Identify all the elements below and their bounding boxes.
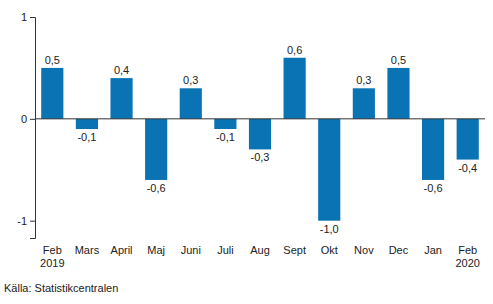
x-tick-label-line: 2019 bbox=[40, 257, 64, 269]
x-tick: Feb2020 bbox=[455, 238, 479, 269]
y-axis: -1 0 1 bbox=[17, 11, 35, 238]
bar bbox=[180, 88, 202, 119]
y-tick-mark bbox=[30, 17, 35, 18]
bar bbox=[110, 78, 132, 119]
bar bbox=[318, 119, 340, 221]
data-label: 0,5 bbox=[391, 54, 406, 66]
bar bbox=[249, 119, 271, 150]
x-tick: Juli bbox=[217, 238, 234, 256]
bar bbox=[457, 119, 479, 160]
x-tick-label-line: Feb bbox=[458, 244, 477, 256]
data-label: 0,5 bbox=[45, 54, 60, 66]
x-tick: Sept bbox=[283, 238, 306, 256]
x-tick-label: Nov bbox=[354, 244, 374, 256]
x-tick: Aug bbox=[250, 238, 270, 256]
bars bbox=[41, 58, 479, 221]
x-tick: Juni bbox=[181, 238, 201, 256]
y-axis-line bbox=[30, 18, 36, 239]
x-tick-label: Okt bbox=[321, 244, 338, 256]
x-tick-label: April bbox=[111, 244, 133, 256]
x-tick-label: Dec bbox=[389, 244, 409, 256]
y-tick: 0 bbox=[21, 113, 35, 125]
x-tick-label: Feb2020 bbox=[455, 244, 479, 269]
x-tick-label: Jan bbox=[424, 244, 442, 256]
data-label: -1,0 bbox=[320, 223, 339, 235]
x-tick-label-line: 2020 bbox=[455, 257, 479, 269]
data-label: -0,6 bbox=[424, 182, 443, 194]
x-tick: Okt bbox=[321, 238, 338, 256]
x-tick-label: Maj bbox=[147, 244, 165, 256]
x-tick-label: Mars bbox=[75, 244, 100, 256]
x-tick-label: Juli bbox=[217, 244, 234, 256]
y-tick-label: 1 bbox=[21, 11, 27, 23]
bar bbox=[353, 88, 375, 119]
y-tick: -1 bbox=[17, 215, 35, 227]
x-tick-label: Sept bbox=[283, 244, 306, 256]
x-tick: Nov bbox=[354, 238, 374, 256]
data-label: -0,1 bbox=[77, 131, 96, 143]
x-tick: Feb2019 bbox=[40, 238, 64, 269]
zero-line bbox=[35, 118, 485, 119]
data-labels: 0,5 -0,1 0,4 -0,6 0,3 -0,1 -0,3 0,6 -1,0 0,3 0,5 -0… bbox=[45, 44, 478, 235]
data-label: -0,1 bbox=[216, 131, 235, 143]
data-label: -0,4 bbox=[458, 162, 477, 174]
data-label: -0,3 bbox=[251, 151, 270, 163]
bar bbox=[422, 119, 444, 180]
x-tick: Maj bbox=[147, 238, 165, 256]
bar bbox=[76, 119, 98, 129]
bar bbox=[387, 68, 409, 119]
data-label: 0,4 bbox=[114, 64, 129, 76]
x-tick: Mars bbox=[75, 238, 100, 256]
x-tick-label: Juni bbox=[181, 244, 201, 256]
x-axis: Feb2019MarsAprilMajJuniJuliAugSeptOktNov… bbox=[36, 238, 486, 269]
data-label: 0,6 bbox=[287, 44, 302, 56]
bar bbox=[145, 119, 167, 180]
y-tick: 1 bbox=[21, 11, 35, 23]
x-tick: April bbox=[111, 238, 133, 256]
bar bbox=[41, 68, 63, 119]
data-label: -0,6 bbox=[147, 182, 166, 194]
x-tick: Jan bbox=[424, 238, 442, 256]
bar bbox=[284, 58, 306, 119]
x-tick: Dec bbox=[389, 238, 409, 256]
x-tick-label-line: Feb bbox=[43, 244, 62, 256]
chart: -101Feb2019MarsAprilMajJuniJuliAugSeptOk… bbox=[0, 0, 493, 304]
data-label: 0,3 bbox=[183, 74, 198, 86]
y-tick-mark bbox=[30, 221, 35, 222]
data-label: 0,3 bbox=[356, 74, 371, 86]
source: Källa: Statistikcentralen bbox=[4, 282, 118, 294]
x-tick-label: Aug bbox=[250, 244, 270, 256]
bar bbox=[214, 119, 236, 129]
x-tick-label: Feb2019 bbox=[40, 244, 64, 269]
y-tick-mark bbox=[30, 119, 35, 120]
x-axis-line bbox=[36, 238, 486, 239]
y-tick-label: -1 bbox=[17, 215, 27, 227]
y-tick-label: 0 bbox=[21, 113, 27, 125]
